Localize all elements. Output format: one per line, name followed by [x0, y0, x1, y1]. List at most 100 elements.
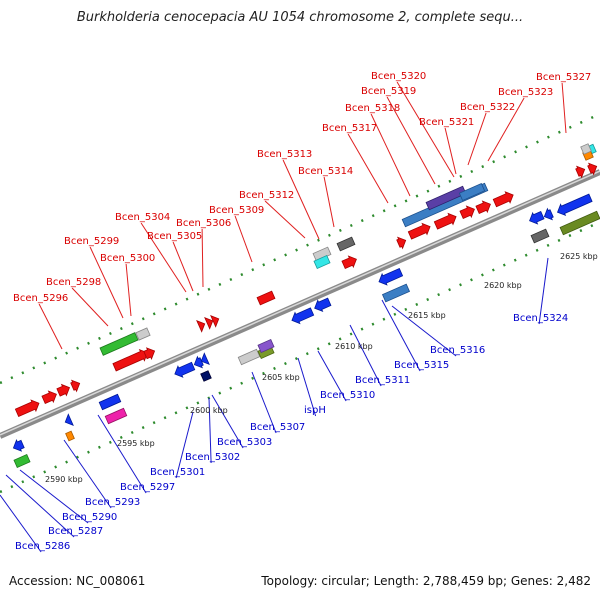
gene-bcen-5320-blue[interactable]	[458, 182, 486, 202]
gene-bcen-5303[interactable]	[200, 370, 212, 382]
gene-bcen-5304[interactable]	[196, 318, 207, 333]
label-bcen-5299[interactable]: Bcen_5299	[64, 236, 119, 247]
gene-bcen-5319[interactable]	[433, 211, 459, 231]
gene-bcen-5313[interactable]	[313, 254, 331, 270]
kbp-tick-label: 2610 kbp	[335, 342, 373, 351]
gene-bcen-5306[interactable]	[210, 313, 221, 328]
gene-bcen-5308b[interactable]	[257, 338, 275, 354]
label-bcen-5312[interactable]: Bcen_5312	[239, 190, 294, 201]
leader-line	[317, 350, 347, 402]
label-bcen-5286[interactable]: Bcen_5286	[15, 541, 70, 552]
kbp-tick-label: 2595 kbp	[117, 439, 155, 448]
leader-line	[38, 303, 63, 350]
gene-bcen-5297b[interactable]	[104, 407, 128, 425]
gene-bcen-5314[interactable]	[336, 236, 356, 252]
label-bcen-5302[interactable]: Bcen_5302	[185, 452, 240, 463]
kbp-tick-label: 2600 kbp	[190, 406, 228, 415]
leader-line	[487, 97, 525, 162]
gene-ispH[interactable]	[290, 306, 315, 326]
gene-bcen-5315[interactable]	[377, 267, 404, 288]
leader-line	[323, 176, 335, 228]
label-bcen-5313[interactable]: Bcen_5313	[257, 149, 312, 160]
gene-bcen-5320[interactable]	[459, 204, 477, 221]
label-bcen-5321[interactable]: Bcen_5321	[419, 117, 474, 128]
leader-line	[347, 133, 389, 204]
gene-bcen-5298a[interactable]	[41, 389, 59, 406]
label-bcen-5303[interactable]: Bcen_5303	[217, 437, 272, 448]
leader-line	[125, 263, 132, 317]
gene-bcen-5317[interactable]	[396, 235, 408, 250]
topology-summary: Topology: circular; Length: 2,788,459 bp…	[261, 574, 591, 588]
label-isph[interactable]: ispH	[304, 405, 326, 416]
label-bcen-5300[interactable]: Bcen_5300	[100, 253, 155, 264]
label-bcen-5310[interactable]: Bcen_5310	[320, 390, 375, 401]
gene-bcen-5327b[interactable]	[587, 161, 599, 176]
label-bcen-5320[interactable]: Bcen_5320	[371, 71, 426, 82]
gene-bcen-5298b[interactable]	[56, 382, 72, 398]
gene-bcen-5325[interactable]	[555, 192, 593, 217]
label-bcen-5327[interactable]: Bcen_5327	[536, 72, 591, 83]
label-bcen-5298[interactable]: Bcen_5298	[46, 277, 101, 288]
label-bcen-5305[interactable]: Bcen_5305	[147, 231, 202, 242]
gene-bcen-5290[interactable]	[65, 430, 75, 442]
label-bcen-5296[interactable]: Bcen_5296	[13, 293, 68, 304]
gene-bcen-5307[interactable]	[237, 348, 261, 366]
gene-bcen-5316[interactable]	[381, 283, 411, 303]
label-bcen-5287[interactable]: Bcen_5287	[48, 526, 103, 537]
gene-bcen-5303b[interactable]	[199, 352, 210, 366]
gene-bcen-5302[interactable]	[192, 355, 204, 370]
gene-bcen-5326[interactable]	[559, 210, 600, 236]
label-bcen-5307[interactable]: Bcen_5307	[250, 422, 305, 433]
label-bcen-5311[interactable]: Bcen_5311	[355, 375, 410, 386]
label-bcen-5304[interactable]: Bcen_5304	[115, 212, 170, 223]
gene-bcen-5300b[interactable]	[143, 345, 157, 360]
gene-bcen-5322[interactable]	[492, 189, 515, 208]
gene-bcen-5305[interactable]	[204, 315, 215, 330]
gene-bcen-5298c[interactable]	[70, 378, 82, 393]
gene-bcen-5309[interactable]	[256, 290, 276, 306]
gene-bcen-5293[interactable]	[63, 413, 74, 427]
leader-line	[140, 222, 187, 293]
gene-bcen-5314b[interactable]	[341, 254, 359, 271]
label-bcen-5317[interactable]: Bcen_5317	[322, 123, 377, 134]
leader-line	[63, 439, 112, 509]
label-bcen-5290[interactable]: Bcen_5290	[62, 512, 117, 523]
leader-line	[0, 494, 42, 553]
gene-bcen-5324b[interactable]	[542, 207, 554, 222]
gene-bcen-5286[interactable]	[11, 438, 25, 453]
label-bcen-5315[interactable]: Bcen_5315	[394, 360, 449, 371]
label-bcen-5319[interactable]: Bcen_5319	[361, 86, 416, 97]
label-bcen-5301[interactable]: Bcen_5301	[150, 467, 205, 478]
gene-bcen-5321[interactable]	[475, 199, 493, 216]
leader-line	[396, 81, 455, 178]
label-bcen-5293[interactable]: Bcen_5293	[85, 497, 140, 508]
label-bcen-5314[interactable]: Bcen_5314	[298, 166, 353, 177]
gene-bcen-5299b[interactable]	[135, 327, 151, 341]
label-bcen-5306[interactable]: Bcen_5306	[176, 218, 231, 229]
gene-bcen-5327a[interactable]	[575, 164, 587, 179]
label-bcen-5318[interactable]: Bcen_5318	[345, 103, 400, 114]
gene-bcen-5327e[interactable]	[580, 143, 592, 155]
genome-map: 2590 kbp 2595 kbp 2600 kbp 2605 kbp 2610 kbp…	[0, 71, 600, 553]
label-bcen-5322[interactable]: Bcen_5322	[460, 102, 515, 113]
gene-bcen-5318[interactable]	[407, 221, 433, 241]
label-bcen-5323[interactable]: Bcen_5323	[498, 87, 553, 98]
gene-bcen-5312[interactable]	[312, 246, 332, 262]
gene-bcen-5301[interactable]	[172, 360, 196, 379]
gene-bcen-5297a[interactable]	[98, 393, 122, 411]
leader-line	[391, 305, 457, 357]
label-bcen-5309[interactable]: Bcen_5309	[209, 205, 264, 216]
gene-bcen-5324c[interactable]	[530, 228, 550, 244]
leader-line	[282, 159, 320, 240]
gene-bcen-5310[interactable]	[312, 296, 332, 313]
label-bcen-5316[interactable]: Bcen_5316	[430, 345, 485, 356]
leader-line	[201, 228, 204, 288]
gene-bcen-5296[interactable]	[14, 398, 42, 419]
leader-line	[89, 246, 124, 319]
label-bcen-5324[interactable]: Bcen_5324	[513, 313, 568, 324]
gene-bcen-5299[interactable]	[99, 332, 139, 356]
label-bcen-5297[interactable]: Bcen_5297	[120, 482, 175, 493]
gene-bcen-5324a[interactable]	[527, 210, 545, 227]
leader-line	[386, 96, 436, 185]
gene-bcen-5287[interactable]	[13, 453, 31, 469]
